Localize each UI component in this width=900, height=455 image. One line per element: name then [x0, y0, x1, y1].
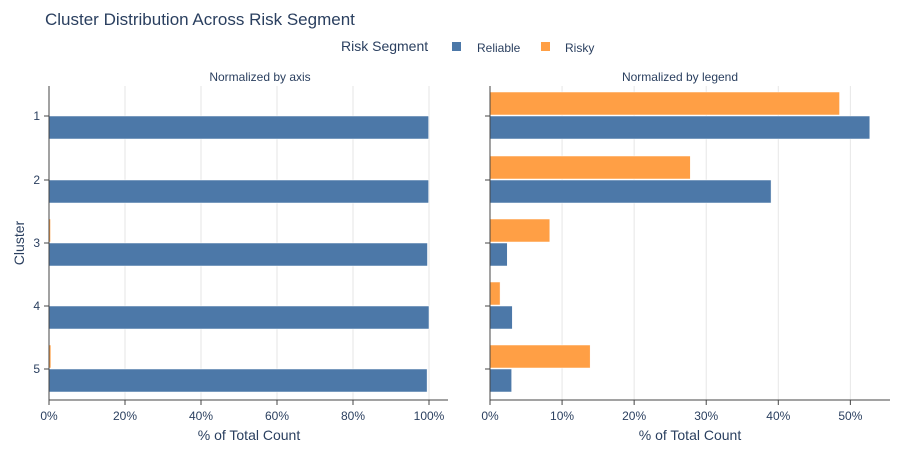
- x-tick-label: 20%: [113, 409, 137, 423]
- panel-title: Normalized by axis: [209, 70, 310, 84]
- x-tick-label: 20%: [622, 409, 646, 423]
- bar-reliable-cluster-5[interactable]: [49, 369, 427, 392]
- panel-normalized-by-axis: Normalized by axis % of Total Count 0% 20…: [33, 70, 448, 443]
- bar-reliable-cluster-3[interactable]: [49, 243, 427, 266]
- legend-swatch-risky: [541, 42, 550, 51]
- legend-swatch-reliable: [452, 42, 461, 51]
- y-tick-label: 4: [33, 299, 40, 313]
- x-tick-label: 0%: [481, 409, 499, 423]
- y-tick-label: 3: [33, 236, 40, 250]
- legend-title: Risk Segment: [341, 38, 428, 54]
- legend-label-reliable: Reliable: [477, 41, 521, 55]
- bar-risky-cluster-1[interactable]: [490, 92, 840, 115]
- panel-normalized-by-legend: Normalized by legend % of Total Count 0%…: [481, 70, 890, 443]
- panel-title: Normalized by legend: [622, 70, 738, 84]
- bar-reliable-cluster-1[interactable]: [49, 116, 429, 139]
- legend-label-risky: Risky: [565, 41, 594, 55]
- bars: [49, 92, 429, 392]
- bar-risky-cluster-5[interactable]: [490, 345, 590, 368]
- bar-reliable-cluster-2[interactable]: [49, 180, 429, 203]
- y-axis-title: Cluster: [11, 220, 27, 265]
- x-tick-label: 100%: [414, 409, 445, 423]
- bar-risky-cluster-2[interactable]: [490, 156, 690, 179]
- x-tick-label: 0%: [40, 409, 58, 423]
- x-tick-label: 80%: [341, 409, 365, 423]
- y-tick-label: 5: [33, 362, 40, 376]
- bar-risky-cluster-3[interactable]: [490, 219, 550, 242]
- y-tick-label: 1: [33, 109, 40, 123]
- bar-reliable-cluster-3[interactable]: [490, 243, 507, 266]
- bar-reliable-cluster-4[interactable]: [49, 306, 429, 329]
- y-tick-label: 2: [33, 173, 40, 187]
- x-tick-label: 40%: [189, 409, 213, 423]
- x-tick-label: 40%: [766, 409, 790, 423]
- bar-reliable-cluster-1[interactable]: [490, 116, 870, 139]
- x-tick-label: 10%: [550, 409, 574, 423]
- bar-reliable-cluster-2[interactable]: [490, 180, 771, 203]
- x-tick-label: 30%: [694, 409, 718, 423]
- x-axis-title: % of Total Count: [639, 427, 742, 443]
- legend: Risk Segment Reliable Risky: [341, 38, 594, 55]
- x-axis-title: % of Total Count: [198, 427, 301, 443]
- bars: [490, 92, 870, 392]
- x-tick-label: 50%: [838, 409, 862, 423]
- chart-title: Cluster Distribution Across Risk Segment: [45, 10, 355, 29]
- bar-reliable-cluster-5[interactable]: [490, 369, 512, 392]
- legend-entry-risky[interactable]: Risky: [541, 41, 594, 55]
- bar-risky-cluster-4[interactable]: [490, 282, 500, 305]
- legend-entry-reliable[interactable]: Reliable: [452, 41, 521, 55]
- x-tick-label: 60%: [265, 409, 289, 423]
- bar-reliable-cluster-4[interactable]: [490, 306, 512, 329]
